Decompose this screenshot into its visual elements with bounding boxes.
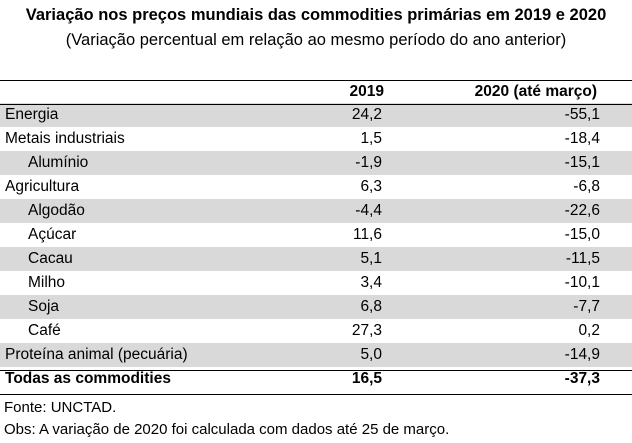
value-2019: 5,1 xyxy=(360,250,382,267)
value-2019: -1,9 xyxy=(355,154,382,171)
table-title: Variação nos preços mundiais das commodi… xyxy=(25,6,607,24)
table-row: Metais industriais 1,5 -18,4 xyxy=(0,127,632,151)
total-2020: -37,3 xyxy=(564,370,600,387)
value-2019: 5,0 xyxy=(360,346,382,363)
header-2019: 2019 xyxy=(349,83,384,100)
value-2020: -11,5 xyxy=(565,250,600,267)
value-2019: 1,5 xyxy=(360,130,382,147)
table-row: Algodão -4,4 -22,6 xyxy=(0,199,632,223)
total-bottom-rule xyxy=(0,394,632,395)
commodities-table: 2019 2020 (até março) Energia 24,2 -55,1 Me… xyxy=(0,81,632,391)
value-2020: -15,0 xyxy=(564,226,600,243)
value-2020: -55,1 xyxy=(564,106,600,123)
value-2020: 0,2 xyxy=(578,322,600,339)
obs-note: Obs: A variação de 2020 foi calculada co… xyxy=(4,421,450,438)
table-row: Energia 24,2 -55,1 xyxy=(0,103,632,127)
total-top-rule xyxy=(0,370,632,371)
table-row: Proteína animal (pecuária) 5,0 -14,9 xyxy=(0,343,632,367)
row-label: Milho xyxy=(28,274,66,291)
table-row: Cacau 5,1 -11,5 xyxy=(0,247,632,271)
header-top-rule xyxy=(0,80,632,81)
table-row: Milho 3,4 -10,1 xyxy=(0,271,632,295)
value-2020: -15,1 xyxy=(564,154,600,171)
row-label: Alumínio xyxy=(28,154,89,171)
value-2020: -22,6 xyxy=(564,202,600,219)
value-2019: 6,3 xyxy=(360,178,382,195)
value-2020: -7,7 xyxy=(573,298,600,315)
table-row: Agricultura 6,3 -6,8 xyxy=(0,175,632,199)
value-2019: 6,8 xyxy=(360,298,382,315)
row-label: Metais industriais xyxy=(5,130,125,147)
value-2019: 11,6 xyxy=(352,226,382,243)
value-2020: -18,4 xyxy=(564,130,600,147)
total-label: Todas as commodities xyxy=(5,370,171,387)
table-header-row: 2019 2020 (até março) xyxy=(0,81,632,103)
row-label: Algodão xyxy=(28,202,85,219)
table-row: Café 27,3 0,2 xyxy=(0,319,632,343)
table-row: Soja 6,8 -7,7 xyxy=(0,295,632,319)
table-subtitle: (Variação percentual em relação ao mesmo… xyxy=(65,31,567,49)
total-row: Todas as commodities 16,5 -37,3 xyxy=(0,367,632,391)
row-label: Proteína animal (pecuária) xyxy=(5,346,188,363)
table-body: Energia 24,2 -55,1 Metais industriais 1,5 -18… xyxy=(0,103,632,367)
table-notes: Fonte: UNCTAD. Obs: A variação de 2020 f… xyxy=(4,397,449,441)
table-row: Alumínio -1,9 -15,1 xyxy=(0,151,632,175)
value-2020: -10,1 xyxy=(564,274,600,291)
table-row: Açúcar 11,6 -15,0 xyxy=(0,223,632,247)
source-note: Fonte: UNCTAD. xyxy=(4,399,117,416)
value-2019: 27,3 xyxy=(351,322,382,339)
row-label: Energia xyxy=(5,106,59,123)
value-2020: -6,8 xyxy=(573,178,600,195)
value-2019: 3,4 xyxy=(360,274,382,291)
row-label: Soja xyxy=(28,298,60,315)
row-label: Açúcar xyxy=(28,226,77,243)
row-label: Agricultura xyxy=(5,178,80,195)
value-2019: 24,2 xyxy=(351,106,382,123)
header-2020: 2020 (até março) xyxy=(474,83,597,100)
row-label: Café xyxy=(28,322,61,339)
header-bottom-rule xyxy=(0,104,632,105)
row-label: Cacau xyxy=(28,250,73,267)
total-2019: 16,5 xyxy=(351,370,382,387)
value-2020: -14,9 xyxy=(564,346,600,363)
value-2019: -4,4 xyxy=(355,202,382,219)
